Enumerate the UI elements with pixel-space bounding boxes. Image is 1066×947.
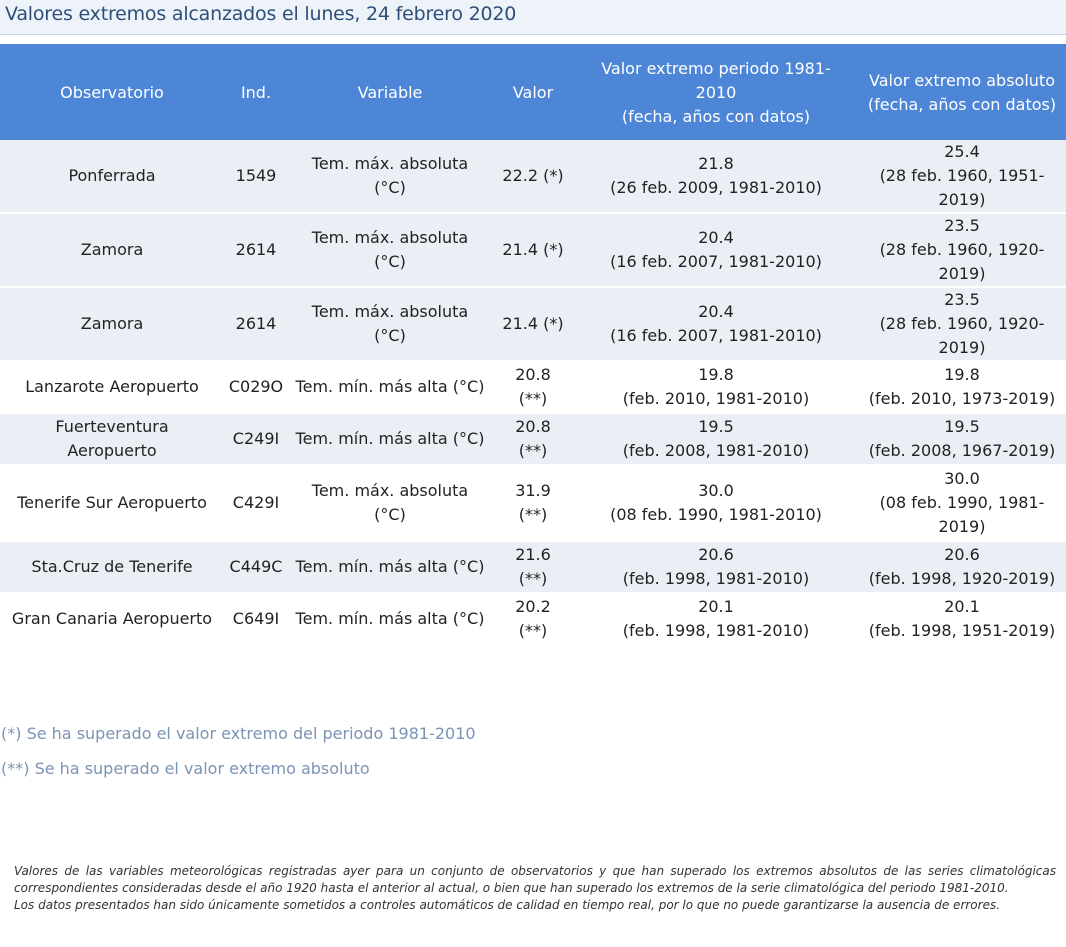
cell-valor: 20.2 (**) (492, 593, 574, 646)
cell-variable: Tem. máx. absoluta (°C) (288, 213, 492, 288)
notes-section: (*) Se ha superado el valor extremo del … (1, 722, 476, 792)
cell-ind: C449C (224, 541, 288, 594)
cell-observatorio: Tenerife Sur Aeropuerto (0, 465, 224, 542)
extremes-table: Observatorio Ind. Variable Valor Valor e… (0, 46, 1066, 646)
table-row: Lanzarote Aeropuerto C029O Tem. mín. más… (0, 361, 1066, 414)
cell-valor: 31.9 (**) (492, 465, 574, 542)
cell-observatorio: Zamora (0, 213, 224, 288)
cell-ind: C429I (224, 465, 288, 542)
title-divider (0, 44, 1066, 46)
cell-variable: Tem. mín. más alta (°C) (288, 541, 492, 594)
cell-variable: Tem. mín. más alta (°C) (288, 413, 492, 466)
footnote-description: Valores de las variables meteorológicas … (14, 864, 1056, 895)
footnote-disclaimer: Los datos presentados han sido únicament… (14, 898, 1001, 912)
cell-extreme-absolute: 19.8 (feb. 2010, 1973-2019) (858, 361, 1066, 414)
header-ind: Ind. (224, 46, 288, 140)
cell-observatorio: Zamora (0, 287, 224, 362)
cell-valor: 21.6 (**) (492, 541, 574, 594)
cell-valor: 21.4 (*) (492, 213, 574, 288)
table-row: Ponferrada 1549 Tem. máx. absoluta (°C) … (0, 140, 1066, 214)
cell-extreme-absolute: 20.6 (feb. 1998, 1920-2019) (858, 541, 1066, 594)
cell-extreme-absolute: 25.4 (28 feb. 1960, 1951- 2019) (858, 140, 1066, 214)
cell-extreme-period: 20.6 (feb. 1998, 1981-2010) (574, 541, 858, 594)
table-row: Zamora 2614 Tem. máx. absoluta (°C) 21.4… (0, 287, 1066, 362)
cell-observatorio: Ponferrada (0, 140, 224, 214)
cell-extreme-period: 19.8 (feb. 2010, 1981-2010) (574, 361, 858, 414)
title-bar: Valores extremos alcanzados el lunes, 24… (0, 0, 1066, 35)
table-row: Tenerife Sur Aeropuerto C429I Tem. máx. … (0, 465, 1066, 542)
cell-variable: Tem. mín. más alta (°C) (288, 361, 492, 414)
cell-observatorio: Sta.Cruz de Tenerife (0, 541, 224, 594)
cell-ind: 2614 (224, 213, 288, 288)
cell-extreme-period: 20.4 (16 feb. 2007, 1981-2010) (574, 287, 858, 362)
cell-extreme-period: 20.4 (16 feb. 2007, 1981-2010) (574, 213, 858, 288)
cell-observatorio: Gran Canaria Aeropuerto (0, 593, 224, 646)
cell-valor: 20.8 (**) (492, 361, 574, 414)
header-extreme-absolute: Valor extremo absoluto (fecha, años con … (858, 46, 1066, 140)
header-valor: Valor (492, 46, 574, 140)
cell-extreme-absolute: 23.5 (28 feb. 1960, 1920- 2019) (858, 213, 1066, 288)
header-extreme-period: Valor extremo periodo 1981- 2010 (fecha,… (574, 46, 858, 140)
cell-valor: 20.8 (**) (492, 413, 574, 466)
footnote: Valores de las variables meteorológicas … (14, 863, 1056, 914)
table-row: Zamora 2614 Tem. máx. absoluta (°C) 21.4… (0, 213, 1066, 288)
cell-ind: C649I (224, 593, 288, 646)
cell-observatorio: Lanzarote Aeropuerto (0, 361, 224, 414)
cell-ind: C029O (224, 361, 288, 414)
cell-valor: 21.4 (*) (492, 287, 574, 362)
cell-observatorio: Fuerteventura Aeropuerto (0, 413, 224, 466)
table-row: Gran Canaria Aeropuerto C649I Tem. mín. … (0, 593, 1066, 646)
note-period-exceeded: (*) Se ha superado el valor extremo del … (1, 724, 476, 743)
cell-extreme-absolute: 30.0 (08 feb. 1990, 1981- 2019) (858, 465, 1066, 542)
table-row: Sta.Cruz de Tenerife C449C Tem. mín. más… (0, 541, 1066, 594)
cell-extreme-absolute: 19.5 (feb. 2008, 1967-2019) (858, 413, 1066, 466)
cell-extreme-absolute: 23.5 (28 feb. 1960, 1920- 2019) (858, 287, 1066, 362)
page-title: Valores extremos alcanzados el lunes, 24… (5, 3, 517, 25)
cell-extreme-period: 19.5 (feb. 2008, 1981-2010) (574, 413, 858, 466)
cell-extreme-period: 30.0 (08 feb. 1990, 1981-2010) (574, 465, 858, 542)
cell-ind: 1549 (224, 140, 288, 214)
note-absolute-exceeded: (**) Se ha superado el valor extremo abs… (1, 759, 370, 778)
cell-variable: Tem. máx. absoluta (°C) (288, 140, 492, 214)
table-header-row: Observatorio Ind. Variable Valor Valor e… (0, 46, 1066, 140)
header-variable: Variable (288, 46, 492, 140)
cell-variable: Tem. máx. absoluta (°C) (288, 287, 492, 362)
cell-extreme-period: 21.8 (26 feb. 2009, 1981-2010) (574, 140, 858, 214)
cell-variable: Tem. mín. más alta (°C) (288, 593, 492, 646)
cell-extreme-period: 20.1 (feb. 1998, 1981-2010) (574, 593, 858, 646)
header-observatorio: Observatorio (0, 46, 224, 140)
cell-ind: C249I (224, 413, 288, 466)
cell-variable: Tem. máx. absoluta (°C) (288, 465, 492, 542)
cell-extreme-absolute: 20.1 (feb. 1998, 1951-2019) (858, 593, 1066, 646)
cell-valor: 22.2 (*) (492, 140, 574, 214)
cell-ind: 2614 (224, 287, 288, 362)
table-row: Fuerteventura Aeropuerto C249I Tem. mín.… (0, 413, 1066, 466)
